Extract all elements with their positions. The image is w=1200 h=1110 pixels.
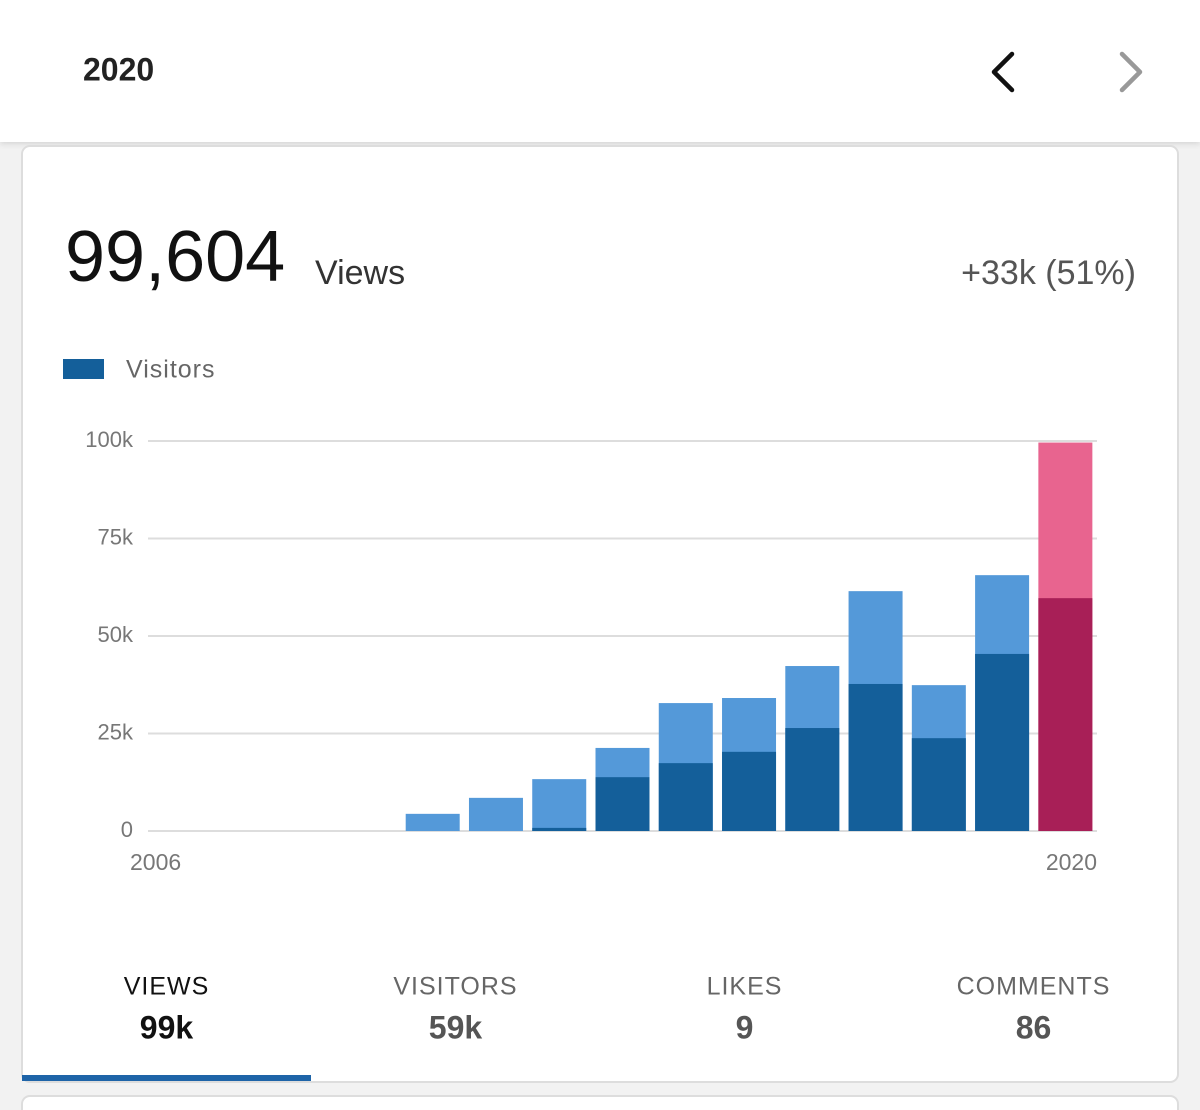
y-tick-label: 0 xyxy=(121,817,133,842)
legend-label: Visitors xyxy=(126,356,216,384)
bar xyxy=(532,779,587,831)
summary-change: +33k (51%) xyxy=(961,254,1136,292)
tab-label: COMMENTS xyxy=(957,973,1111,1001)
bar xyxy=(975,653,1030,831)
bar xyxy=(595,777,650,831)
tabs: VIEWS 99k VISITORS 59k LIKES 9 COMMENTS 86 xyxy=(22,973,1111,1081)
bar xyxy=(1038,598,1093,831)
bar xyxy=(785,728,840,831)
bar xyxy=(722,751,777,831)
bar xyxy=(911,738,966,831)
x-tick-label: 2006 xyxy=(130,849,181,875)
tab-value: 99k xyxy=(140,1009,194,1045)
next-card xyxy=(21,1095,1179,1110)
tab-label: VIEWS xyxy=(124,973,210,1001)
summary-value: 99,604 xyxy=(65,217,285,297)
tab-label: VISITORS xyxy=(393,973,517,1001)
y-tick-label: 100k xyxy=(85,427,134,452)
y-tick-label: 25k xyxy=(98,719,134,744)
legend-swatch xyxy=(63,359,104,379)
tab-value: 9 xyxy=(736,1009,754,1045)
next-button[interactable] xyxy=(1119,51,1143,93)
tab-value: 86 xyxy=(1016,1009,1052,1045)
tab-indicator xyxy=(22,1075,311,1081)
tab-label: LIKES xyxy=(707,973,783,1001)
prev-button[interactable] xyxy=(991,51,1015,93)
chart: Visitors 0 25k 50k 75k 100k 2006 2020 xyxy=(63,356,1097,875)
tab-value: 59k xyxy=(429,1009,483,1045)
bar xyxy=(468,797,523,831)
header-title: 2020 xyxy=(83,51,154,87)
bar xyxy=(532,827,587,831)
bar xyxy=(405,813,460,831)
header-bar xyxy=(0,0,1200,142)
y-tick-label: 75k xyxy=(98,524,134,549)
card xyxy=(21,145,1179,1083)
summary-unit: Views xyxy=(315,254,405,292)
y-tick-label: 50k xyxy=(98,622,134,647)
x-tick-label: 2020 xyxy=(1046,849,1097,875)
bar xyxy=(848,683,903,831)
bar xyxy=(658,763,713,831)
